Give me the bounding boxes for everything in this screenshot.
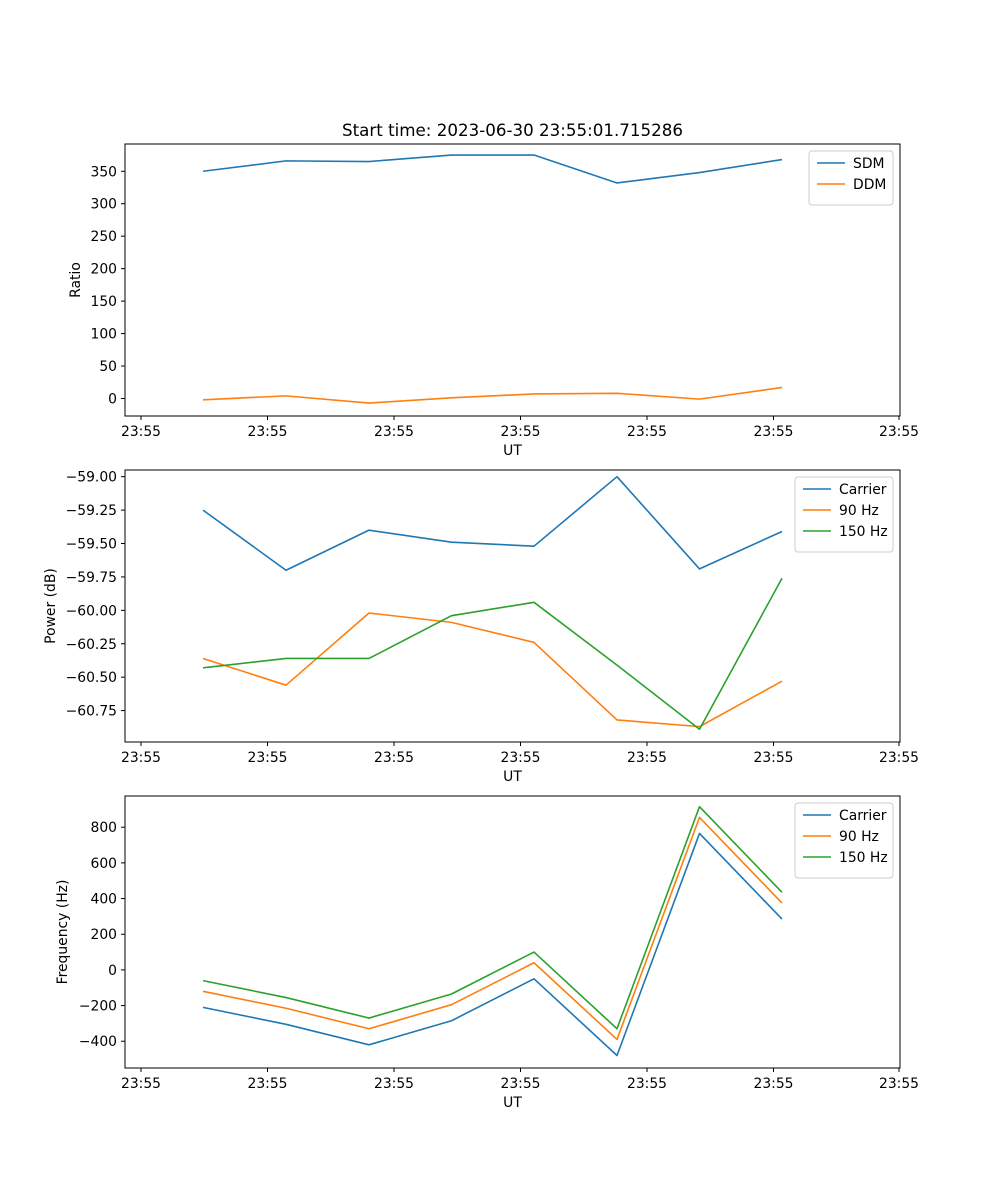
y-tick-label: 350: [90, 164, 117, 180]
series-line-90-hz: [202, 612, 783, 728]
series-line-sdm: [202, 154, 783, 184]
y-tick-label: −60.50: [66, 670, 117, 686]
series-line-carrier: [202, 832, 783, 1057]
legend-label: Carrier: [839, 808, 887, 824]
x-tick-label: 23:55: [121, 424, 161, 440]
axes-frame: [124, 143, 901, 417]
y-tick-label: 0: [108, 391, 117, 407]
legend-label: SDM: [853, 156, 885, 172]
y-tick-label: −400: [79, 1034, 117, 1050]
legend-label: 150 Hz: [839, 850, 888, 866]
y-tick-label: 200: [90, 262, 117, 278]
series-line-150-hz: [202, 805, 783, 1030]
x-tick-label: 23:55: [374, 424, 414, 440]
x-tick-label: 23:55: [121, 1076, 161, 1092]
legend-box: [794, 476, 894, 553]
legend-label: 90 Hz: [839, 829, 879, 845]
x-tick-label: 23:55: [879, 424, 919, 440]
y-axis-label: Ratio: [68, 262, 84, 298]
legend-label: DDM: [853, 177, 886, 193]
ratio-panel: 23:55 23:55 23:55 23:55 23:55 23:55 23:55 0 50 10…: [68, 143, 919, 459]
legend-label: 90 Hz: [839, 503, 879, 519]
y-tick-label: −60.00: [66, 603, 117, 619]
series-line-90-hz: [202, 816, 783, 1041]
x-axis-label: UT: [503, 1095, 522, 1111]
y-tick-label: 150: [90, 294, 117, 310]
series-line-150-hz: [202, 577, 783, 731]
y-tick-label: −59.00: [66, 470, 117, 486]
series-line-ddm: [202, 386, 783, 404]
y-tick-label: −59.75: [66, 570, 117, 586]
x-tick-label: 23:55: [247, 750, 287, 766]
y-tick-label: −60.25: [66, 637, 117, 653]
x-tick-label: 23:55: [753, 750, 793, 766]
x-tick-label: 23:55: [753, 424, 793, 440]
y-tick-label: 300: [90, 197, 117, 213]
y-tick-label: 250: [90, 229, 117, 245]
x-tick-label: 23:55: [879, 1076, 919, 1092]
legend-label: Carrier: [839, 482, 887, 498]
y-tick-label: 400: [90, 892, 117, 908]
axes-frame: [124, 795, 901, 1069]
y-tick-label: −200: [79, 999, 117, 1015]
legend-box: [808, 150, 894, 206]
x-tick-label: 23:55: [374, 750, 414, 766]
y-axis-label: Power (dB): [43, 568, 59, 644]
y-tick-label: −60.75: [66, 704, 117, 720]
x-tick-label: 23:55: [627, 424, 667, 440]
x-tick-label: 23:55: [627, 750, 667, 766]
y-tick-label: −59.50: [66, 537, 117, 553]
x-tick-label: 23:55: [247, 424, 287, 440]
x-tick-label: 23:55: [500, 1076, 540, 1092]
y-axis-label: Frequency (Hz): [55, 880, 71, 985]
x-tick-label: 23:55: [627, 1076, 667, 1092]
frequency-panel: 23:55 23:55 23:55 23:55 23:55 23:55 23:55 −400 −…: [55, 795, 919, 1111]
series-line-carrier: [202, 475, 783, 572]
x-tick-label: 23:55: [879, 750, 919, 766]
x-axis-label: UT: [503, 443, 522, 459]
y-tick-label: 800: [90, 820, 117, 836]
x-axis-label: UT: [503, 769, 522, 785]
y-tick-label: 600: [90, 856, 117, 872]
y-tick-label: 0: [108, 963, 117, 979]
x-tick-label: 23:55: [247, 1076, 287, 1092]
legend-box: [794, 802, 894, 879]
y-tick-label: 50: [99, 359, 117, 375]
x-tick-label: 23:55: [374, 1076, 414, 1092]
power-panel: 23:55 23:55 23:55 23:55 23:55 23:55 23:55 −60.7…: [43, 469, 919, 785]
y-tick-label: −59.25: [66, 503, 117, 519]
x-tick-label: 23:55: [500, 750, 540, 766]
y-tick-label: 200: [90, 927, 117, 943]
y-tick-label: 100: [90, 327, 117, 343]
x-tick-label: 23:55: [121, 750, 161, 766]
x-tick-label: 23:55: [500, 424, 540, 440]
legend-label: 150 Hz: [839, 524, 888, 540]
axes-frame: [124, 469, 901, 743]
chart-title: Start time: 2023-06-30 23:55:01.715286: [342, 120, 683, 140]
x-tick-label: 23:55: [753, 1076, 793, 1092]
